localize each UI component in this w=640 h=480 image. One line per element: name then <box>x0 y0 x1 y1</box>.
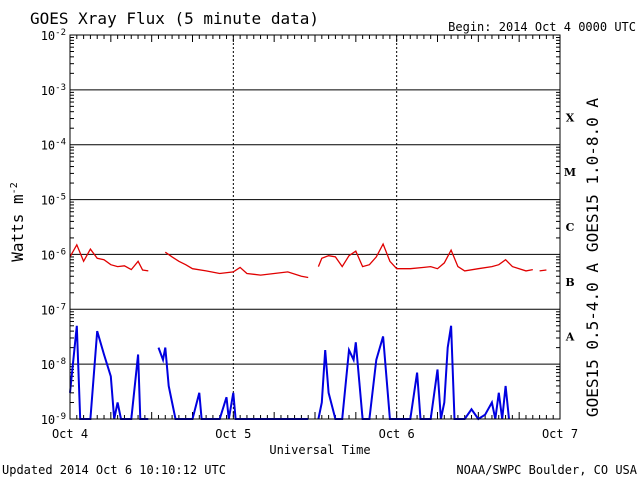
begin-label: Begin: 2014 Oct 4 0000 UTC <box>448 20 636 34</box>
y-axis-label-exponent: -2 <box>9 182 20 194</box>
y-tick-label: 10-7 <box>41 302 66 317</box>
x-tick-label: Oct 6 <box>379 427 415 441</box>
series-line-long <box>164 251 309 279</box>
flare-class-label: M <box>564 166 576 179</box>
updated-timestamp: Updated 2014 Oct 6 10:10:12 UTC <box>2 463 226 477</box>
y-tick-label: 10-3 <box>41 83 66 98</box>
y-axis-ticks: 10-2 10-3 10-4 10-5 10-6 10-7 10-8 10-9 <box>41 28 560 427</box>
series-line-short <box>317 325 510 421</box>
flare-class-label: A <box>565 331 575 344</box>
legend-goes15-long: GOES15 1.0-8.0 A <box>583 98 602 252</box>
x-tick-label: Oct 4 <box>52 427 88 441</box>
y-tick-label: 10-2 <box>41 28 66 43</box>
series-line-short <box>157 347 309 420</box>
x-axis-ticks: Oct 4 Oct 5 Oct 6 Oct 7 <box>52 35 578 441</box>
legend-goes15-short: GOES15 0.5-4.0 A <box>583 263 602 417</box>
y-tick-label: 10-8 <box>41 357 66 372</box>
y-tick-label: 10-5 <box>41 193 66 208</box>
flare-class-label: X <box>566 111 575 124</box>
flare-class-label: C <box>566 221 575 234</box>
series-line-short <box>69 325 149 420</box>
series-line-long <box>539 269 547 272</box>
gridlines <box>70 34 560 420</box>
flare-class-labels: X M C B A <box>564 111 576 343</box>
y-axis-label: Watts m-2 <box>8 182 27 261</box>
series-line-long <box>317 242 533 272</box>
x-axis-label: Universal Time <box>269 443 370 457</box>
flare-class-label: B <box>565 276 574 289</box>
y-axis-label-text: Watts m <box>8 194 27 261</box>
credit-label: NOAA/SWPC Boulder, CO USA <box>456 463 637 477</box>
y-tick-label: 10-4 <box>41 138 66 153</box>
series-lines <box>69 242 547 421</box>
y-tick-label: 10-6 <box>41 247 66 262</box>
x-tick-label: Oct 5 <box>215 427 251 441</box>
y-tick-label: 10-9 <box>41 412 66 427</box>
x-tick-label: Oct 7 <box>542 427 578 441</box>
series-line-long <box>69 243 149 272</box>
plot-frame <box>69 34 561 420</box>
chart-title: GOES Xray Flux (5 minute data) <box>30 9 319 28</box>
